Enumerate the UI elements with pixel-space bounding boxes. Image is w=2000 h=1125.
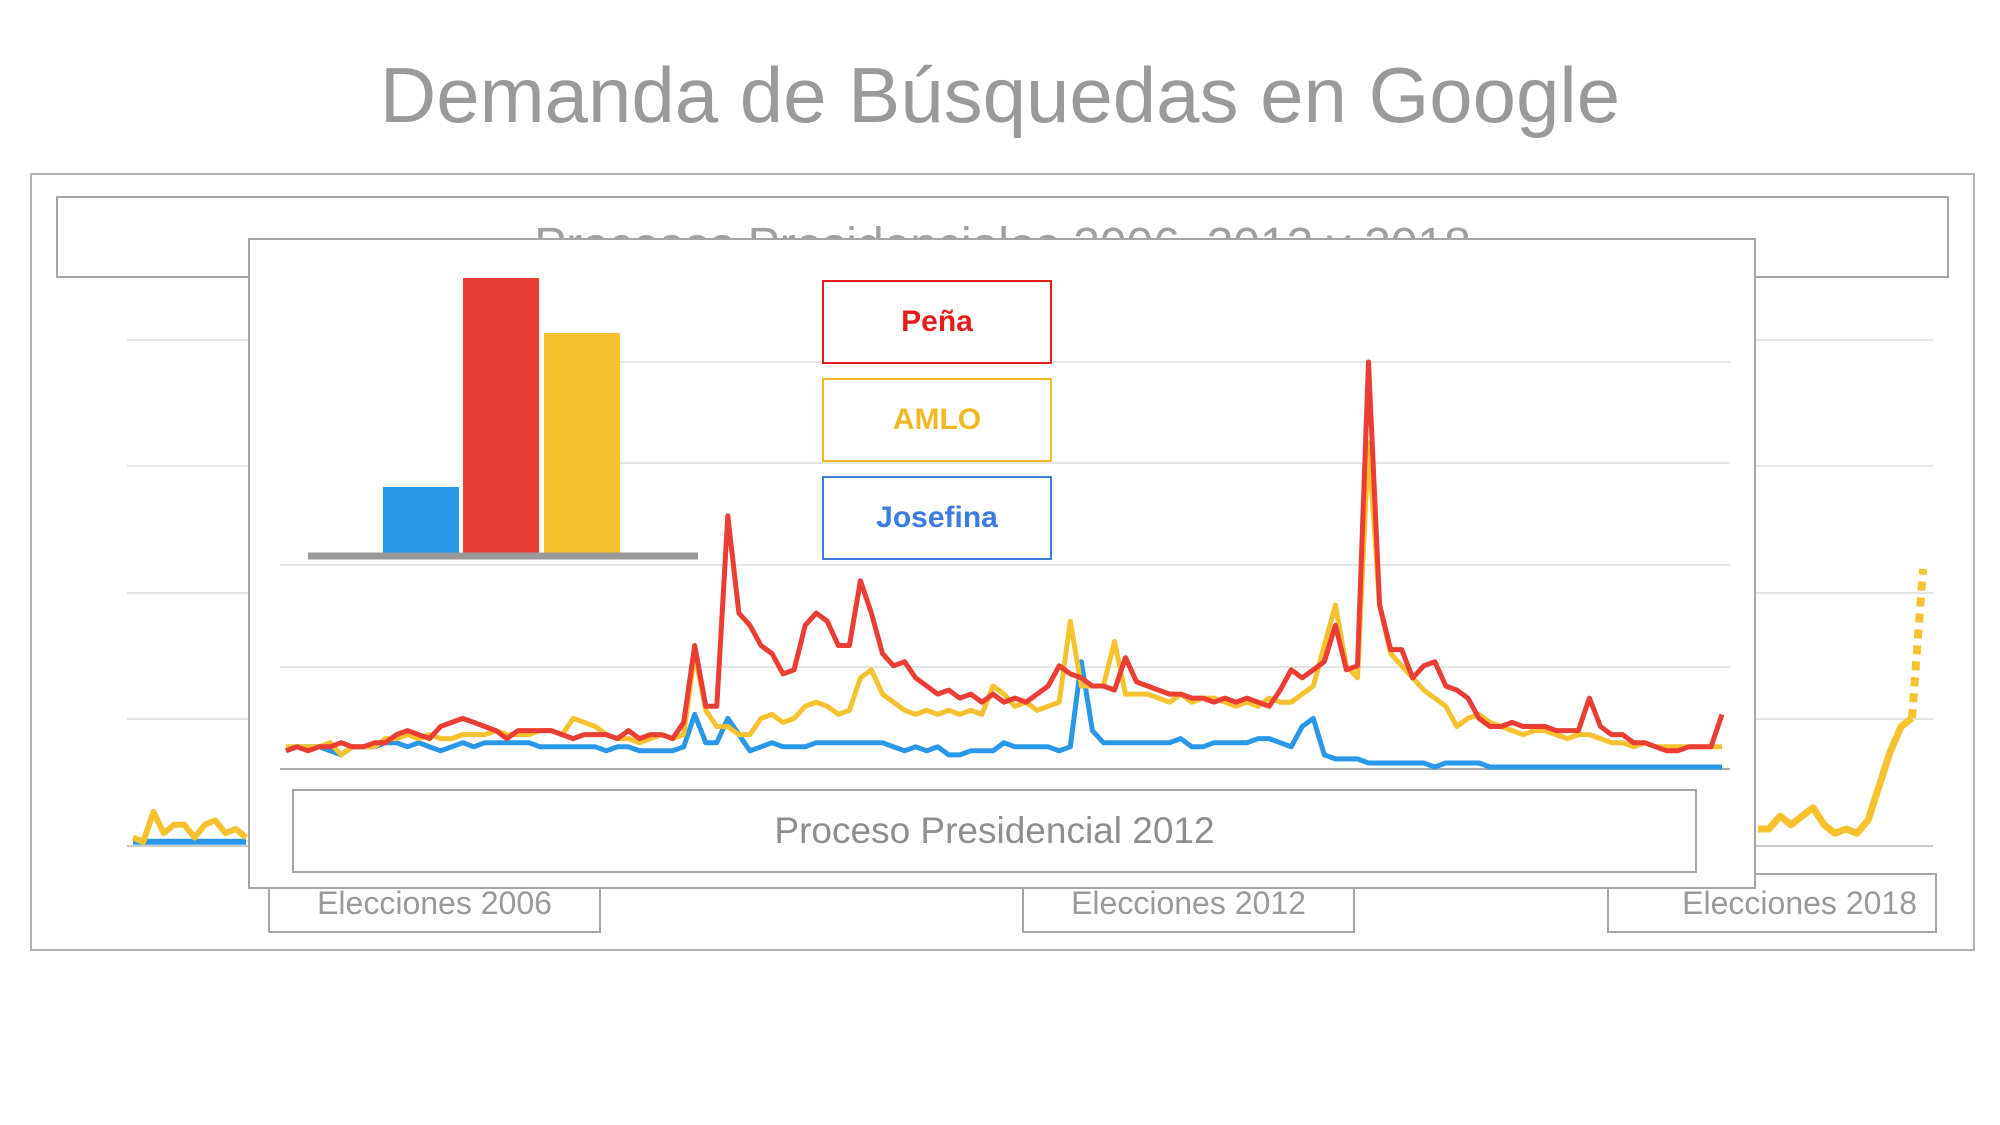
line-series-amlo: [286, 440, 1722, 758]
inner-chart-panel: Peña AMLO Josefina Proceso Presidencial …: [248, 238, 1756, 889]
outer-series-2018-amlo: [1758, 715, 1915, 837]
bar-peña: [463, 278, 539, 553]
line-series-peña: [285, 359, 1725, 754]
bar-amlo: [544, 333, 620, 553]
inner-chart-caption: Proceso Presidencial 2012: [292, 789, 1697, 873]
slide-title: Demanda de Búsquedas en Google: [379, 51, 1621, 139]
line-series-josefina: [285, 659, 1722, 770]
outer-series-2006-amlo: [131, 808, 248, 845]
bar-josefina: [383, 487, 459, 553]
outer-series-2018-amlo-projection: [1908, 568, 1927, 719]
legend-pena: Peña: [822, 280, 1052, 364]
legend-josefina: Josefina: [822, 476, 1052, 560]
inner-line-chart: [270, 268, 1730, 770]
legend-amlo: AMLO: [822, 378, 1052, 462]
